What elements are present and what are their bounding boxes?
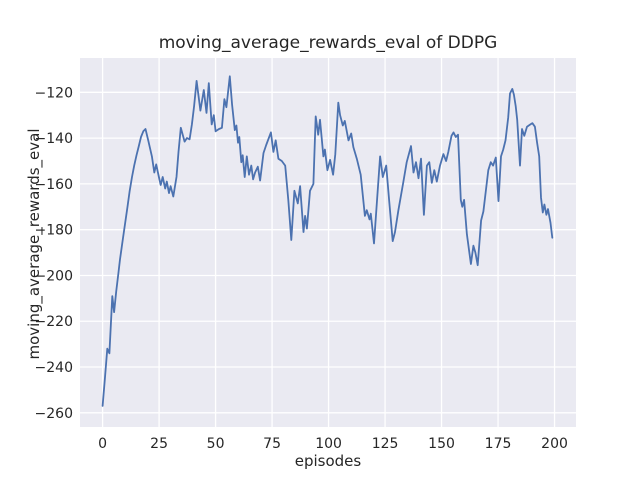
x-tick-label: 75 [263, 436, 281, 452]
x-tick-label: 25 [150, 436, 168, 452]
y-tick-label: −140 [35, 131, 73, 147]
chart-title: moving_average_rewards_eval of DDPG [158, 33, 498, 53]
y-tick-label: −180 [35, 223, 73, 239]
y-tick-label: −120 [35, 85, 73, 101]
y-tick-label: −220 [35, 314, 73, 330]
y-tick-label: −240 [35, 360, 73, 376]
x-tick-label: 150 [428, 436, 455, 452]
series-line [101, 75, 554, 407]
x-axis-label: episodes [294, 452, 362, 470]
x-tick-label: 100 [315, 436, 342, 452]
x-tick-label: 125 [372, 436, 399, 452]
y-tick-label: −200 [35, 268, 73, 284]
y-axis-label: moving_average_rewards_eval [25, 128, 43, 360]
x-tick-label: 0 [98, 436, 107, 452]
x-tick-label: 200 [541, 436, 568, 452]
y-tick-label: −260 [35, 406, 73, 422]
y-tick-label: −160 [35, 177, 73, 193]
x-tick-label: 175 [485, 436, 512, 452]
x-tick-label: 50 [207, 436, 225, 452]
